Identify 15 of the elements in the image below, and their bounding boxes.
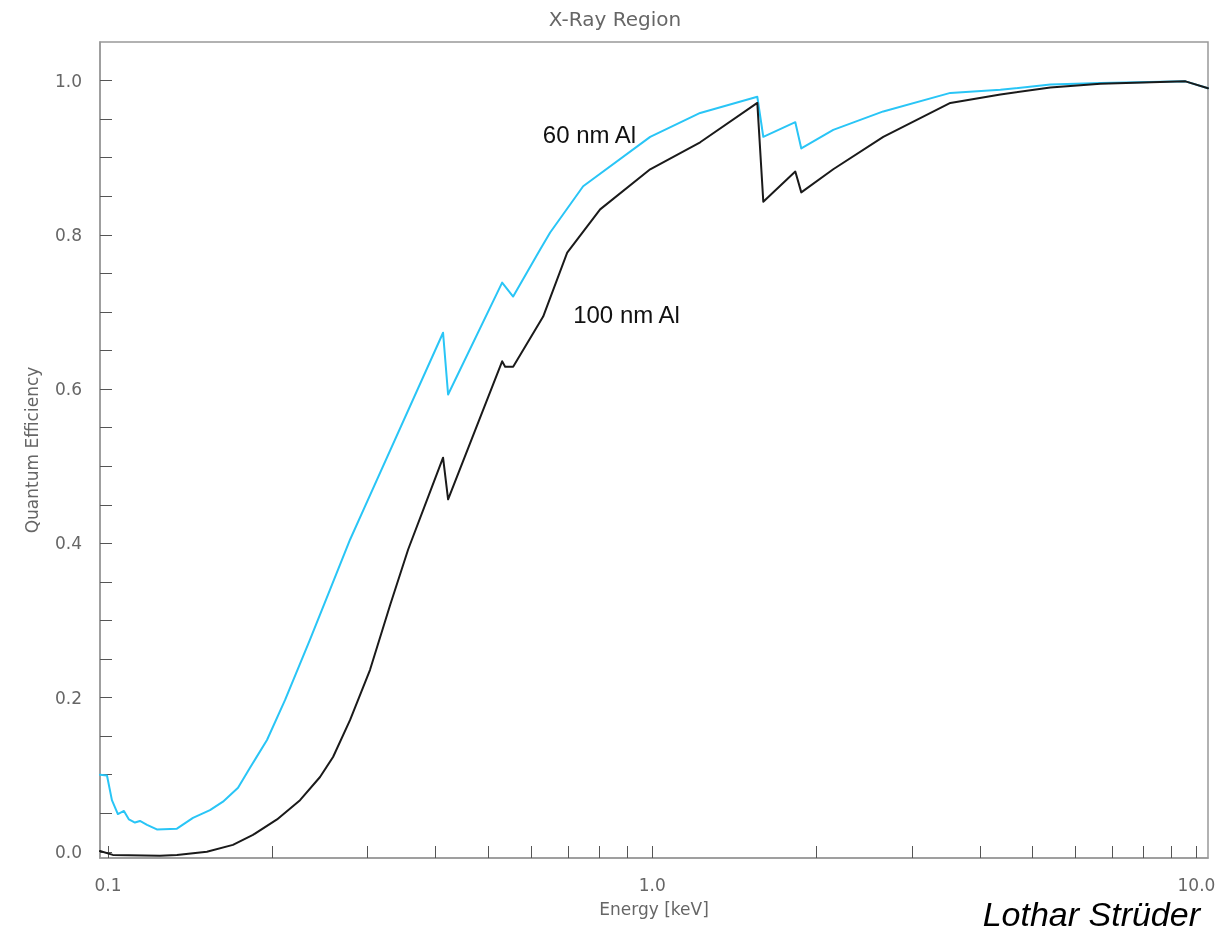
x-axis-title: Energy [keV] [599,898,709,919]
x-tick-label: 10.0 [1177,874,1216,895]
text: Lothar Strüder [982,895,1202,931]
y-axis-title: Quantum Efficiency [21,366,42,534]
y-tick-label: 0.0 [54,841,82,862]
series-label: 100 nm Al [573,301,680,329]
y-tick-label: 0.8 [54,224,82,245]
y-tick-label: 0.2 [54,687,82,708]
y-tick-label: 0.4 [54,533,82,554]
series-label: 60 nm Al [542,121,637,149]
chart-title: X-Ray Region [548,7,682,31]
y-tick-label: 0.6 [54,379,82,400]
x-tick-label: 0.1 [94,874,122,895]
y-tick-label: 1.0 [54,70,82,91]
x-tick-label: 1.0 [638,874,666,895]
